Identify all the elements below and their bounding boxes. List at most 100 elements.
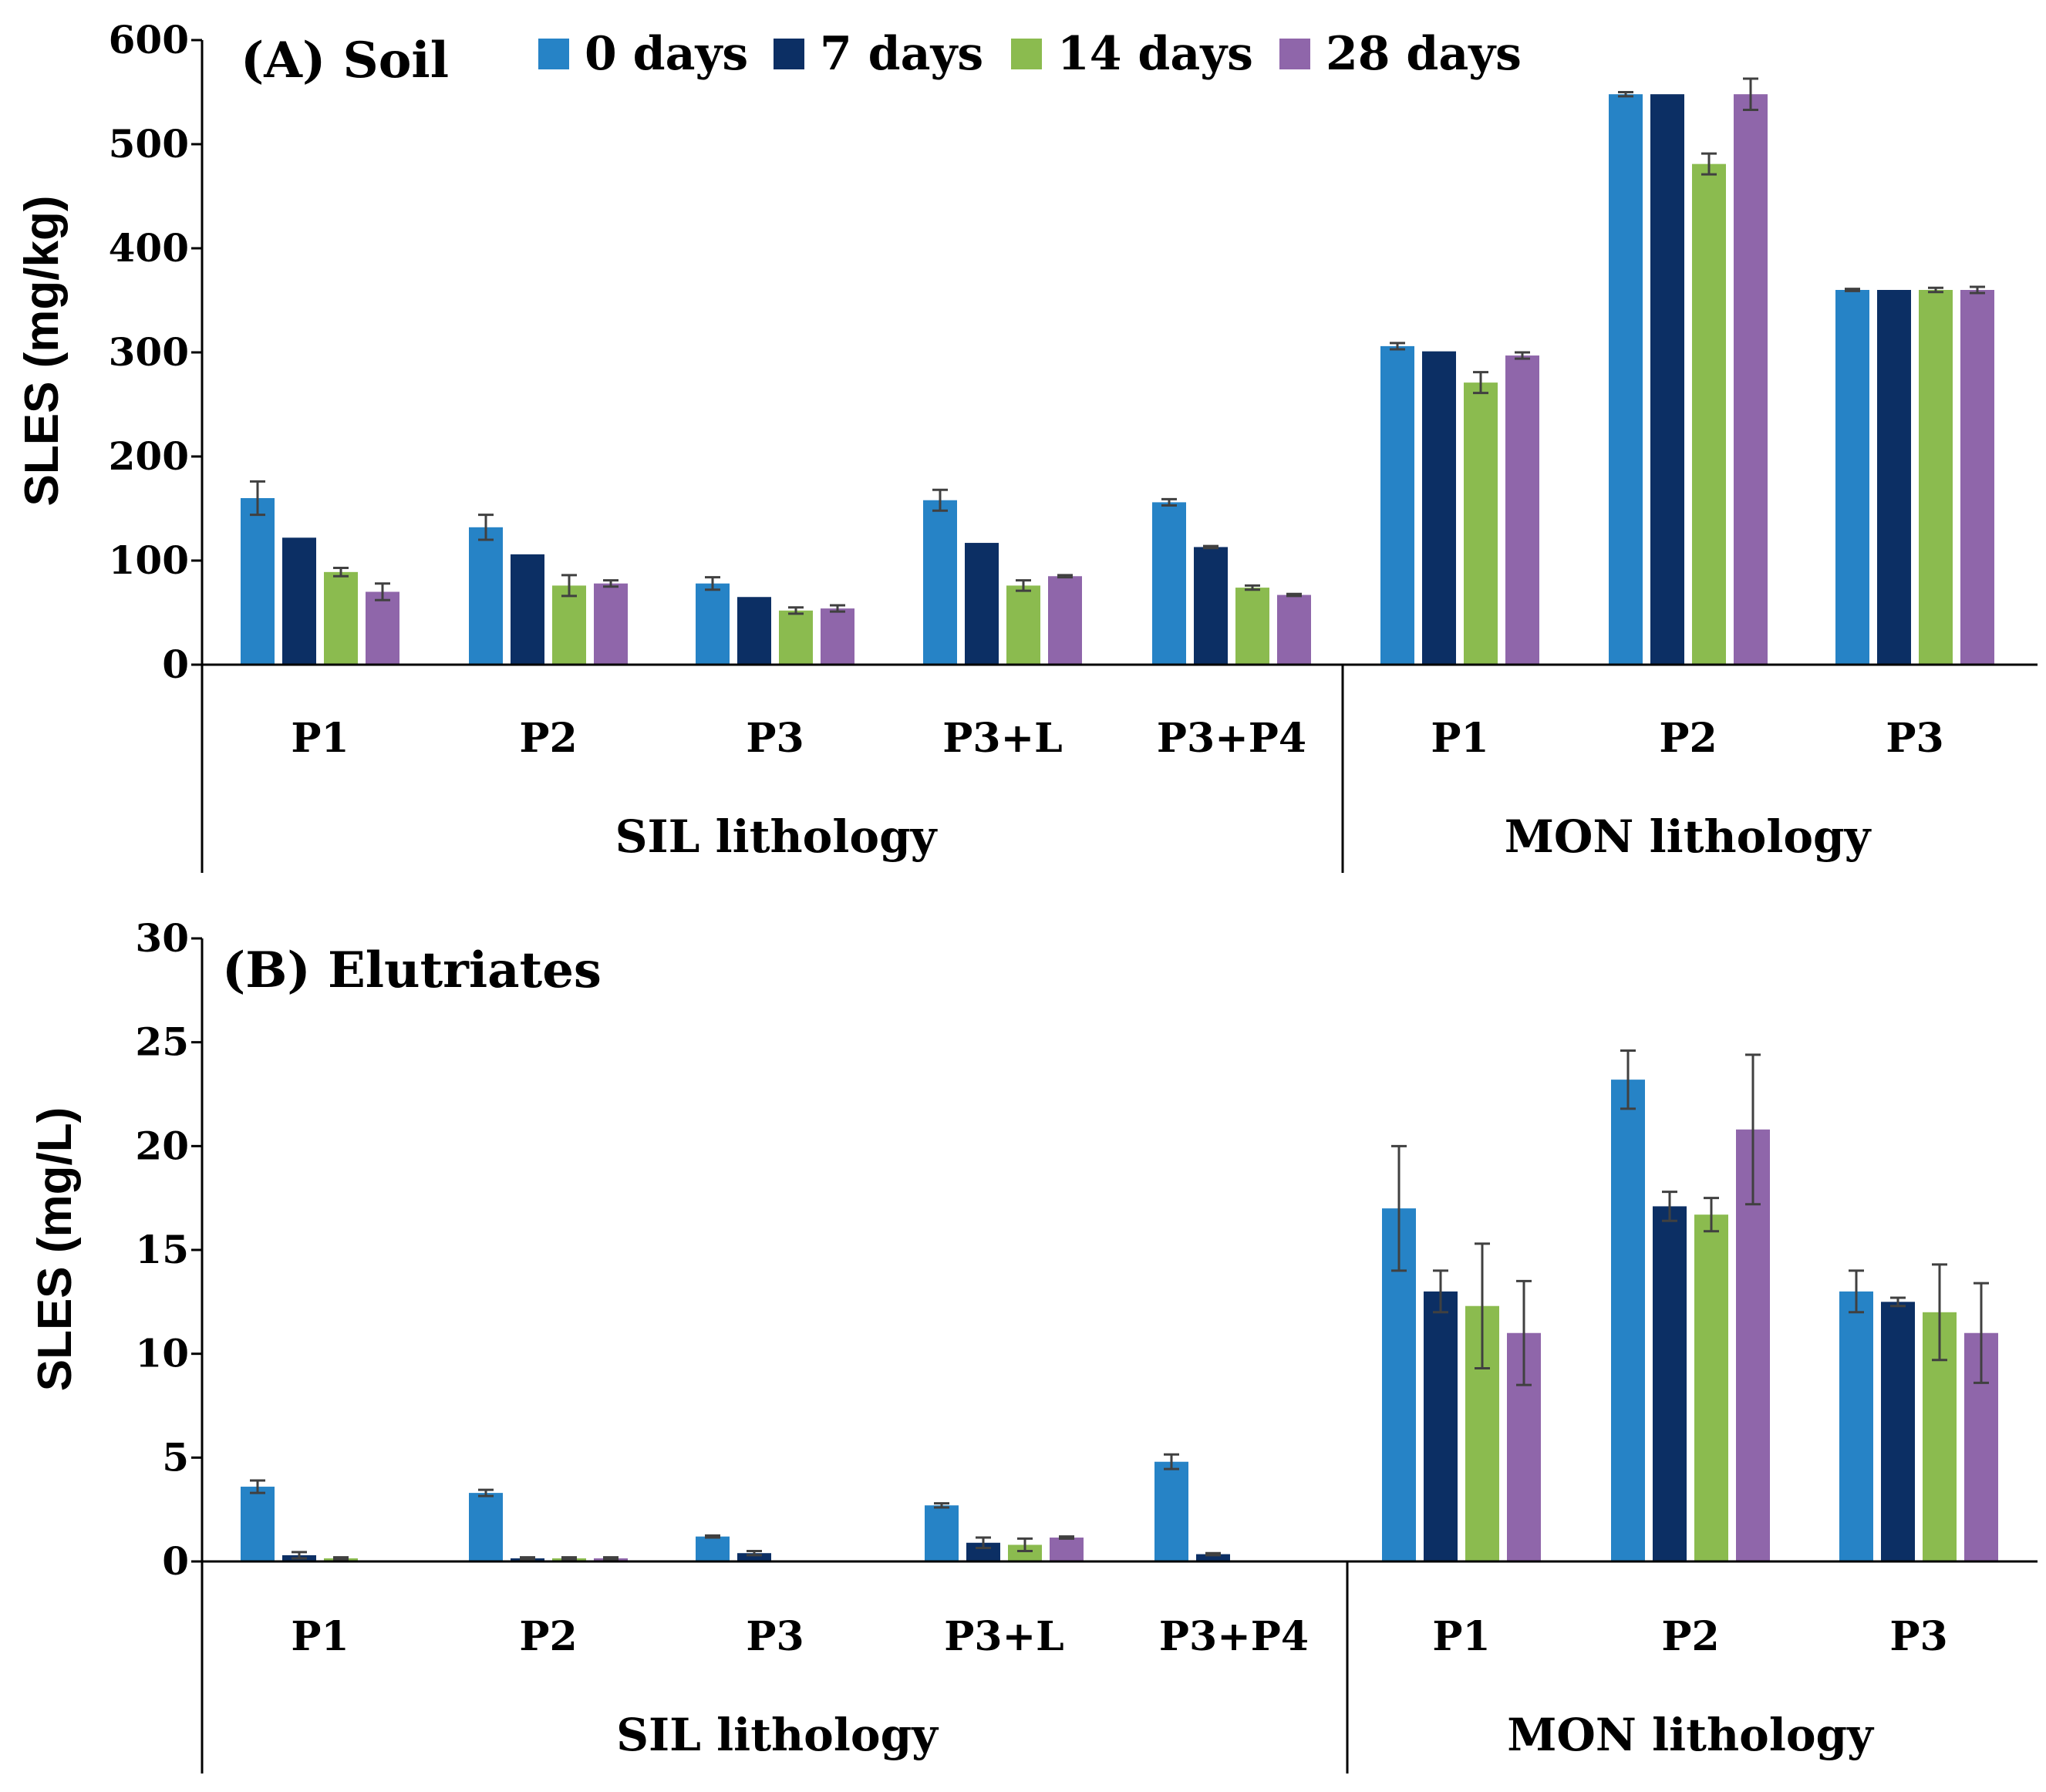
panel-b-error-bar-0-days-4 [1164, 1453, 1179, 1470]
panel-a-y-tick-label: 100 [109, 537, 189, 583]
panel-b-category-label-p3-7: P3 [1889, 1613, 1947, 1660]
panel-b-error-bar-0-days-7 [1849, 1269, 1864, 1314]
panel-a-y-tick-label: 0 [162, 642, 189, 687]
panel-a-error-bar-14-days-6 [1701, 152, 1717, 176]
panel-a-bar-7-days-p3-7 [1877, 290, 1911, 665]
panel-b-group-labels: SIL lithology MON lithology [616, 1709, 1875, 1761]
legend-swatch-0-days [538, 39, 569, 69]
panel-a-bar-0-days-p3-2 [696, 583, 730, 665]
panel-a-error-bar-14-days-7 [1928, 286, 1943, 294]
legend-label-14-days: 14 days [1057, 27, 1253, 81]
panel-b-error-bar-28-days-1 [603, 1556, 619, 1561]
panel-b-error-bar-14-days-1 [561, 1556, 577, 1561]
panel-a-y-ticks: 0 100 200 300 400 500 600 [109, 17, 202, 687]
panel-a-error-bar-0-days-1 [478, 514, 494, 541]
panel-a-error-bar-14-days-4 [1245, 584, 1260, 591]
panel-a-error-bar-28-days-7 [1970, 285, 1985, 295]
panel-a-error-bar-0-days-5 [1390, 342, 1405, 351]
panel-a-error-bar-0-days-2 [705, 576, 720, 591]
panel-b-category-labels: P1 P2 P3 P3+L P3+P4 P1 P2 P3 [291, 1613, 1947, 1660]
panel-a-bar-0-days-p3-p4-4 [1152, 502, 1186, 665]
panel-a-bar-14-days-p1-5 [1464, 382, 1498, 665]
panel-a-error-bar-14-days-0 [333, 566, 349, 578]
panel-a-error-bar-28-days-0 [375, 582, 390, 601]
panel-b-y-ticks: 0 5 10 15 20 25 30 [135, 915, 202, 1584]
panel-a-bar-7-days-p3-l-3 [965, 543, 999, 665]
panel-b-error-bar-14-days-0 [333, 1556, 349, 1561]
panel-a-y-tick-label: 300 [109, 329, 189, 375]
panel-b-elutriates: (B) Elutriates SLES (mg/L) 051015202530 … [29, 915, 2038, 1773]
panel-a-error-bar-0-days-7 [1845, 288, 1860, 292]
panel-a-y-tick-label: 400 [109, 225, 189, 271]
panel-b-category-label-p1-0: P1 [291, 1613, 349, 1660]
panel-a-group-labels: SIL lithology MON lithology [615, 810, 1872, 863]
panel-b-bar-0-days-p2-6 [1611, 1080, 1645, 1561]
panel-a-error-bar-28-days-5 [1515, 351, 1530, 360]
panel-a-bar-28-days-p3-l-3 [1048, 576, 1082, 665]
panel-b-category-label-p3-2: P3 [746, 1613, 804, 1660]
panel-b-group-label-mon-lithology: MON lithology [1507, 1709, 1875, 1761]
panel-a-bar-14-days-p3-l-3 [1006, 585, 1040, 665]
panel-a-error-bar-14-days-1 [561, 574, 577, 598]
panel-b-bar-0-days-p3-7 [1839, 1291, 1873, 1561]
panel-a-bar-7-days-p2-6 [1650, 94, 1684, 665]
panel-b-error-bar-7-days-3 [976, 1536, 991, 1549]
panel-a-bar-7-days-p3-p4-4 [1194, 547, 1228, 665]
panel-b-category-label-p3-l-3: P3+L [944, 1613, 1063, 1660]
panel-a-error-bar-0-days-6 [1618, 91, 1633, 98]
panel-a-category-label-p3-2: P3 [746, 715, 804, 762]
panel-b-y-tick-label: 5 [162, 1434, 189, 1480]
panel-a-bar-28-days-p2-1 [594, 583, 628, 665]
panel-b-error-bar-14-days-3 [1017, 1537, 1033, 1553]
panel-b-axes [201, 938, 2038, 1773]
panel-a-bar-0-days-p2-1 [469, 527, 503, 665]
panel-a-bar-14-days-p3-2 [779, 610, 813, 665]
panel-a-bar-28-days-p1-5 [1505, 355, 1539, 665]
panel-b-y-axis-title: SLES (mg/L) [29, 1107, 82, 1392]
panel-a-bar-7-days-p3-2 [737, 597, 771, 665]
panel-b-error-bars [250, 1049, 1989, 1561]
panel-b-error-bar-14-days-5 [1475, 1242, 1490, 1370]
panel-a-error-bar-28-days-3 [1057, 574, 1073, 579]
panel-a-group-label-sil-lithology: SIL lithology [615, 810, 939, 863]
panel-a-bar-14-days-p3-7 [1919, 290, 1953, 665]
panel-b-error-bar-0-days-3 [934, 1502, 949, 1509]
panel-a-error-bar-14-days-3 [1016, 579, 1031, 592]
panel-b-y-tick-label: 25 [135, 1019, 189, 1065]
panel-b-error-bar-28-days-6 [1745, 1053, 1761, 1206]
panel-a-y-tick-label: 600 [109, 17, 189, 62]
panel-a-bars [241, 94, 1994, 665]
legend-swatch-14-days [1011, 39, 1042, 69]
panel-a-error-bar-14-days-2 [788, 606, 804, 615]
panel-a-error-bar-28-days-1 [603, 579, 619, 588]
panel-b-error-bar-7-days-2 [747, 1550, 762, 1557]
panel-b-error-bar-7-days-5 [1433, 1269, 1448, 1314]
panel-b-bar-0-days-p3-2 [696, 1536, 730, 1561]
panel-a-group-label-mon-lithology: MON lithology [1505, 810, 1872, 863]
panel-a-soil: (A) Soil SLES (mg/kg) 0 100 200 300 400 500 60… [15, 17, 2038, 873]
panel-a-category-label-p1-0: P1 [291, 715, 349, 762]
panel-b-error-bar-14-days-6 [1704, 1197, 1719, 1233]
panel-b-error-bar-7-days-7 [1890, 1296, 1906, 1308]
panel-b-bar-7-days-p3-2 [737, 1553, 771, 1561]
panel-b-bar-7-days-p2-6 [1653, 1206, 1687, 1561]
panel-a-bar-14-days-p3-p4-4 [1235, 588, 1269, 665]
panel-b-error-bar-28-days-7 [1974, 1282, 1989, 1384]
panel-a-bar-28-days-p3-2 [821, 608, 854, 665]
panel-a-category-label-p3-p4-4: P3+P4 [1157, 715, 1306, 762]
panel-a-y-axis-title: SLES (mg/kg) [15, 195, 69, 506]
panel-a-bar-0-days-p1-5 [1380, 345, 1414, 665]
panel-a-category-label-p2-1: P2 [519, 715, 577, 762]
panel-b-group-label-sil-lithology: SIL lithology [616, 1709, 939, 1761]
panel-a-bar-14-days-p1-0 [324, 571, 358, 665]
panel-b-bar-28-days-p3-l-3 [1050, 1538, 1084, 1561]
panel-b-error-bar-0-days-1 [478, 1488, 494, 1497]
panel-a-bar-7-days-p1-5 [1422, 351, 1456, 665]
panel-b-bar-7-days-p3-p4-4 [1196, 1554, 1230, 1561]
panel-a-error-bar-28-days-2 [830, 604, 845, 613]
panel-b-error-bar-28-days-3 [1059, 1535, 1074, 1540]
panel-b-error-bar-0-days-6 [1620, 1049, 1636, 1110]
panel-a-category-label-p1-5: P1 [1431, 715, 1488, 762]
legend-swatch-7-days [774, 39, 804, 69]
